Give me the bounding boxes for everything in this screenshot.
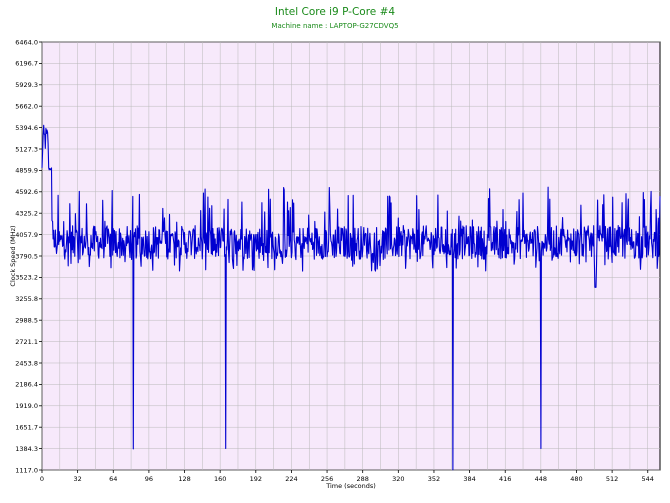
chart-subtitle: Machine name : LAPTOP-G27CDVQ5 — [271, 22, 398, 30]
y-tick-label: 6196.7 — [15, 60, 38, 68]
x-tick-label: 64 — [109, 475, 117, 483]
y-tick-label: 5394.6 — [15, 124, 38, 132]
x-axis-ticks: 0 32 64 96 128 160 192 224 256 288 320 352 384 416 448… — [40, 470, 654, 483]
clock-speed-series-line — [41, 124, 661, 471]
y-tick-label: 6464.0 — [15, 38, 38, 46]
x-tick-label: 32 — [73, 475, 81, 483]
y-tick-label: 3523.2 — [15, 274, 38, 282]
x-tick-label: 160 — [214, 475, 226, 483]
x-tick-label: 96 — [145, 475, 153, 483]
y-tick-label: 2453.8 — [15, 359, 38, 367]
y-tick-label: 4325.2 — [15, 210, 38, 218]
y-tick-label: 5662.0 — [15, 102, 38, 110]
x-tick-label: 192 — [250, 475, 262, 483]
y-tick-label: 1384.3 — [15, 445, 38, 453]
y-tick-label: 3790.5 — [15, 252, 38, 260]
x-tick-label: 320 — [392, 475, 404, 483]
x-tick-label: 480 — [570, 475, 582, 483]
x-tick-label: 224 — [285, 475, 297, 483]
y-tick-label: 4592.6 — [15, 188, 38, 196]
y-tick-label: 2186.4 — [15, 381, 38, 389]
y-tick-label: 4859.9 — [15, 167, 38, 175]
x-tick-label: 416 — [499, 475, 511, 483]
y-tick-label: 2721.1 — [15, 338, 38, 346]
y-axis-ticks: 1117.0 1384.3 1651.7 1919.0 2186.4 2453.8 2721… — [15, 38, 42, 474]
y-axis-label: Clock Speed (MHz) — [9, 225, 17, 286]
x-axis-label: Time (seconds) — [325, 482, 376, 490]
x-tick-label: 0 — [40, 475, 44, 483]
y-tick-label: 5127.3 — [15, 145, 38, 153]
y-tick-label: 3255.8 — [15, 295, 38, 303]
x-tick-label: 448 — [535, 475, 547, 483]
x-tick-label: 352 — [428, 475, 440, 483]
y-tick-label: 1651.7 — [15, 424, 38, 432]
y-tick-label: 2988.5 — [15, 316, 38, 324]
x-tick-label: 512 — [606, 475, 618, 483]
x-tick-label: 384 — [463, 475, 475, 483]
x-tick-label: 256 — [321, 475, 333, 483]
x-tick-label: 288 — [356, 475, 368, 483]
y-tick-label: 5929.3 — [15, 81, 38, 89]
x-tick-label: 544 — [642, 475, 654, 483]
y-tick-label: 1919.0 — [15, 402, 38, 410]
x-tick-label: 128 — [178, 475, 190, 483]
y-tick-label: 4057.9 — [15, 231, 38, 239]
y-tick-label: 1117.0 — [15, 466, 38, 474]
chart-title: Intel Core i9 P-Core #4 — [275, 6, 395, 18]
